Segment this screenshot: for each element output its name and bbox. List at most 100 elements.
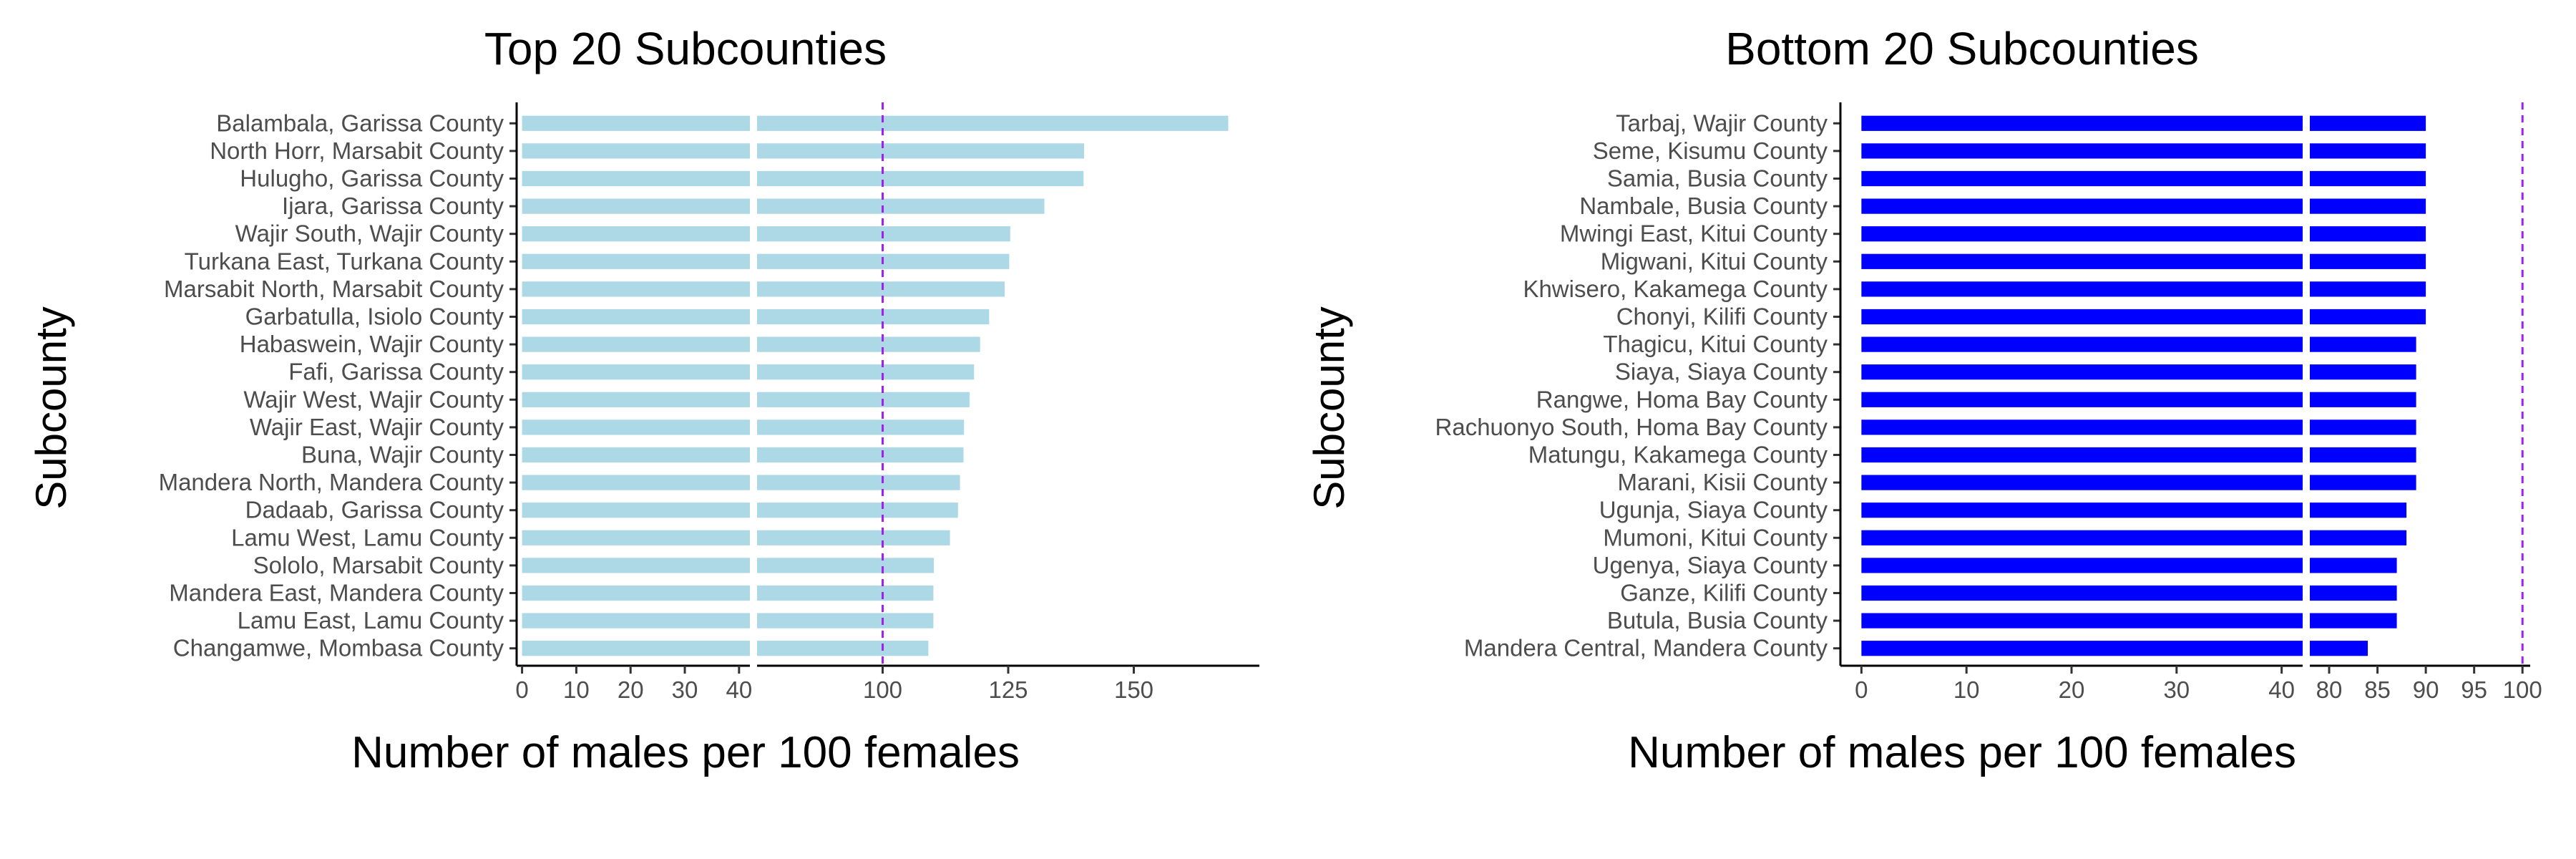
x-tick-label: 10 [563, 676, 590, 703]
category-label: Garbatulla, Isiolo County [245, 304, 504, 330]
category-label: Mumoni, Kitui County [1603, 524, 1828, 550]
bar [2310, 419, 2416, 435]
category-label: Mandera North, Mandera County [159, 469, 504, 495]
bar [522, 475, 750, 490]
bar [1861, 281, 2303, 297]
y-axis-label: Subcounty [1305, 306, 1353, 510]
bar [522, 530, 750, 545]
bar [1861, 392, 2303, 407]
category-label: Ganze, Kilifi County [1620, 580, 1828, 606]
bar [1861, 170, 2303, 187]
category-label: Siaya, Siaya County [1615, 359, 1828, 385]
bar [522, 392, 750, 407]
category-label: Marani, Kisii County [1618, 469, 1828, 495]
category-label: Ijara, Garissa County [282, 193, 504, 219]
x-tick-label: 40 [726, 676, 752, 703]
bar [2310, 143, 2426, 159]
category-label: Tarbaj, Wajir County [1616, 110, 1828, 136]
bar [757, 392, 970, 407]
bar [2310, 558, 2397, 573]
bar [1861, 253, 2303, 269]
bar [1861, 226, 2303, 242]
x-tick-label: 30 [672, 676, 698, 703]
category-label: Seme, Kisumu County [1593, 137, 1828, 164]
category-label: Lamu West, Lamu County [231, 524, 504, 550]
bar [757, 475, 960, 490]
bar [522, 558, 750, 573]
chart-title: Bottom 20 Subcounties [1725, 23, 2199, 74]
x-tick-label: 20 [2059, 676, 2085, 703]
bar [522, 641, 750, 656]
bar [1861, 309, 2303, 325]
category-label: Samia, Busia County [1607, 165, 1828, 192]
x-tick-label: 0 [515, 676, 528, 703]
category-label: Chonyi, Kilifi County [1616, 304, 1828, 330]
bar [522, 143, 750, 159]
bar [2310, 503, 2407, 518]
bar [2310, 364, 2416, 380]
bar [2310, 475, 2416, 490]
x-axis-label: Number of males per 100 females [351, 728, 1020, 777]
bar [1861, 198, 2303, 214]
bar [757, 613, 934, 629]
bar [2310, 585, 2397, 601]
bar [1861, 475, 2303, 490]
bar [1861, 115, 2303, 131]
category-label: Ugenya, Siaya County [1593, 552, 1828, 578]
category-label: Sololo, Marsabit County [253, 552, 504, 578]
bar [1861, 530, 2303, 545]
category-label: Fafi, Garissa County [288, 359, 504, 385]
category-label: Wajir South, Wajir County [235, 220, 504, 247]
bar [2310, 447, 2416, 463]
bar [522, 336, 750, 352]
category-label: Balambala, Garissa County [216, 110, 504, 136]
x-tick-label: 95 [2461, 676, 2487, 703]
category-label: Thagicu, Kitui County [1603, 331, 1828, 357]
category-label: Matungu, Kakamega County [1528, 442, 1828, 468]
bar [1861, 447, 2303, 463]
x-tick-label: 10 [1953, 676, 1980, 703]
bar [522, 585, 750, 601]
bar [757, 364, 975, 380]
x-tick-label: 90 [2413, 676, 2439, 703]
bar [522, 253, 750, 269]
bar [2310, 641, 2368, 656]
bar [2310, 281, 2426, 297]
x-tick-label: 30 [2163, 676, 2190, 703]
bar [1861, 364, 2303, 380]
bar [1861, 585, 2303, 601]
bar [757, 530, 950, 545]
bar [2310, 309, 2426, 325]
category-label: North Horr, Marsabit County [210, 137, 504, 164]
bar [2310, 336, 2416, 352]
bar [757, 309, 990, 325]
x-tick-label: 100 [2503, 676, 2542, 703]
bar [2310, 226, 2426, 242]
category-label: Rangwe, Homa Bay County [1536, 386, 1828, 412]
bar [522, 503, 750, 518]
category-label: Rachuonyo South, Homa Bay County [1435, 414, 1828, 440]
chart-title: Top 20 Subcounties [484, 23, 887, 74]
bar [757, 641, 929, 656]
bar [757, 419, 965, 435]
bar [522, 115, 750, 131]
bar [1861, 419, 2303, 435]
category-label: Nambale, Busia County [1579, 193, 1828, 219]
bar [757, 115, 1229, 131]
bar [522, 419, 750, 435]
bar [757, 170, 1084, 187]
bar [522, 226, 750, 242]
x-axis-label: Number of males per 100 females [1628, 728, 2296, 777]
x-tick-label: 20 [618, 676, 644, 703]
category-label: Marsabit North, Marsabit County [164, 276, 504, 302]
x-tick-label: 85 [2364, 676, 2391, 703]
bar [757, 336, 980, 352]
bar [2310, 115, 2426, 131]
category-label: Mwingi East, Kitui County [1560, 220, 1828, 247]
x-tick-label: 80 [2316, 676, 2343, 703]
category-label: Buna, Wajir County [301, 442, 504, 468]
bar [522, 309, 750, 325]
bar [2310, 613, 2397, 629]
